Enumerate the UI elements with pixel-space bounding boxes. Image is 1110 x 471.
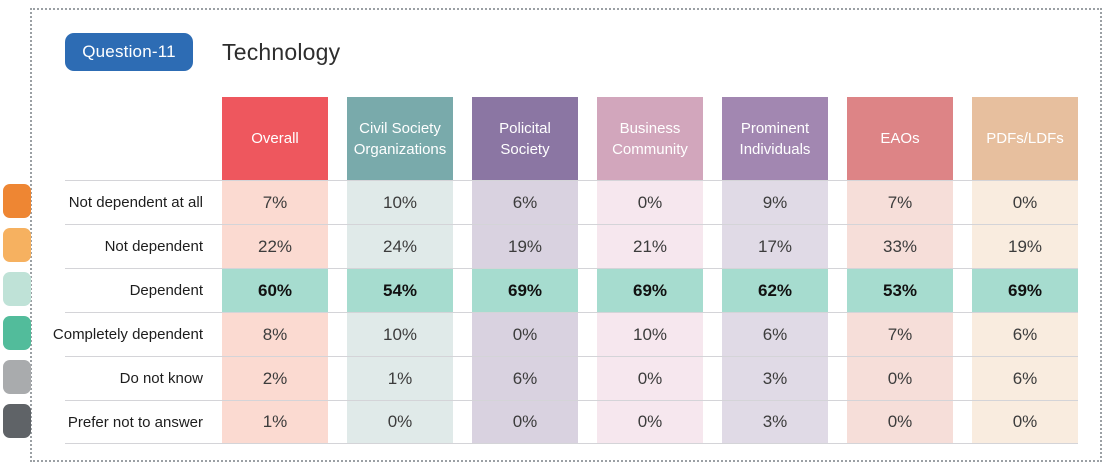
results-table: Overall Civil Society Organizations Polici… <box>52 97 1078 444</box>
value-cell: 0% <box>597 181 703 224</box>
table-row: Completely dependent 8% 10% 0% 10% 6% 7% 6% <box>52 312 1078 356</box>
row-label: Not dependent at all <box>68 194 203 211</box>
value-cell: 22% <box>222 225 328 268</box>
row-label: Dependent <box>129 282 203 299</box>
table-header-row: Overall Civil Society Organizations Polici… <box>65 97 1078 180</box>
value-cell: 0% <box>597 401 703 443</box>
value-cell: 9% <box>722 181 828 224</box>
row-marker-swatch <box>3 184 31 218</box>
label-column-spacer <box>65 97 203 180</box>
value-cell: 2% <box>222 357 328 400</box>
value-cell: 6% <box>472 357 578 400</box>
value-cell: 6% <box>972 357 1078 400</box>
value-cell: 69% <box>597 269 703 312</box>
row-marker-swatch <box>3 404 31 438</box>
value-cell: 24% <box>347 225 453 268</box>
value-cell: 7% <box>222 181 328 224</box>
row-marker-swatch <box>3 272 31 306</box>
row-marker-swatch <box>3 228 31 262</box>
value-cell: 19% <box>472 225 578 268</box>
table-row: Do not know 2% 1% 6% 0% 3% 0% 6% <box>65 356 1078 400</box>
row-label: Not dependent <box>104 238 203 255</box>
value-cell: 19% <box>972 225 1078 268</box>
value-cell: 3% <box>722 401 828 443</box>
column-header-3: Policital Society <box>472 97 578 180</box>
value-cell: 6% <box>722 313 828 356</box>
table-row: Not dependent at all 7% 10% 6% 0% 9% 7% 0% <box>65 180 1078 224</box>
column-header-1: Overall <box>222 97 328 180</box>
value-cell: 69% <box>472 269 578 312</box>
value-cell: 6% <box>972 313 1078 356</box>
value-cell: 69% <box>972 269 1078 312</box>
table-row: Dependent 60% 54% 69% 69% 62% 53% 69% <box>65 268 1078 312</box>
value-cell: 0% <box>972 401 1078 443</box>
question-badge: Question-11 <box>65 33 193 71</box>
value-cell: 0% <box>597 357 703 400</box>
value-cell: 3% <box>722 357 828 400</box>
table-row: Not dependent 22% 24% 19% 21% 17% 33% 19% <box>65 224 1078 268</box>
value-cell: 7% <box>847 313 953 356</box>
value-cell: 33% <box>847 225 953 268</box>
value-cell: 10% <box>347 181 453 224</box>
value-cell: 6% <box>472 181 578 224</box>
table-row: Prefer not to answer 1% 0% 0% 0% 3% 0% 0% <box>65 400 1078 444</box>
column-header-5: Prominent Individuals <box>722 97 828 180</box>
dashed-border-panel <box>30 8 1102 462</box>
value-cell: 0% <box>472 313 578 356</box>
question-badge-label: Question-11 <box>82 42 176 61</box>
value-cell: 1% <box>222 401 328 443</box>
value-cell: 8% <box>222 313 328 356</box>
row-label: Prefer not to answer <box>67 413 203 431</box>
column-header-6: EAOs <box>847 97 953 180</box>
value-cell: 54% <box>347 269 453 312</box>
value-cell: 10% <box>597 313 703 356</box>
value-cell: 53% <box>847 269 953 312</box>
row-marker-swatch <box>3 360 31 394</box>
column-header-7: PDFs/LDFs <box>972 97 1078 180</box>
value-cell: 0% <box>847 357 953 400</box>
value-cell: 0% <box>472 401 578 443</box>
value-cell: 10% <box>347 313 453 356</box>
value-cell: 62% <box>722 269 828 312</box>
column-header-4: Business Community <box>597 97 703 180</box>
value-cell: 0% <box>847 401 953 443</box>
value-cell: 17% <box>722 225 828 268</box>
value-cell: 0% <box>972 181 1078 224</box>
column-header-2: Civil Society Organizations <box>347 97 453 180</box>
value-cell: 21% <box>597 225 703 268</box>
row-label: Completely dependent <box>52 326 203 343</box>
value-cell: 60% <box>222 269 328 312</box>
row-label: Do not know <box>119 370 203 387</box>
value-cell: 1% <box>347 357 453 400</box>
value-cell: 0% <box>347 401 453 443</box>
value-cell: 7% <box>847 181 953 224</box>
table-body: Not dependent at all 7% 10% 6% 0% 9% 7% 0% Not d… <box>52 180 1078 444</box>
row-marker-swatch <box>3 316 31 350</box>
page-title: Technology <box>222 39 341 65</box>
